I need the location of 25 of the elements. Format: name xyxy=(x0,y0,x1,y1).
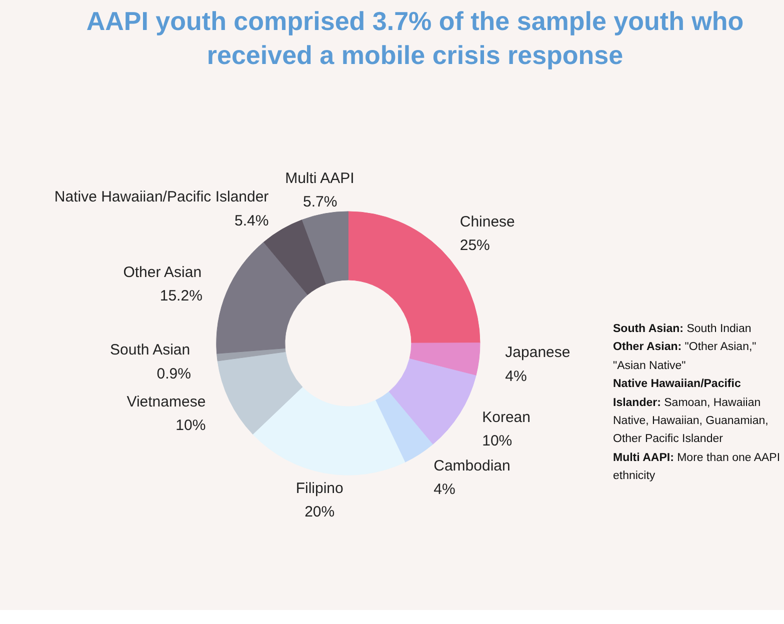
slice-label: Multi AAPI xyxy=(285,170,354,187)
text: Multi AAPI: More than one AAPI ethnicity xyxy=(613,452,780,482)
data-label: 4% xyxy=(434,481,456,498)
text: Native Hawaiian/Pacific Islander: Samoan, Hawaiian Native, Hawaiian, Guanamian, Other Pacific Islander xyxy=(613,378,768,446)
data-label: 5.4% xyxy=(234,212,269,230)
slice-label: Korean xyxy=(482,408,530,426)
slice-label: Native Hawaiian/Pacific Islander xyxy=(54,188,269,206)
slice-label: Vietnamese xyxy=(126,393,206,410)
text: Other Asian: "Other Asian," "Asian Native" xyxy=(613,341,756,372)
data-label: 10% xyxy=(176,416,206,434)
data-label: 0.9% xyxy=(156,365,191,382)
slice-label: Filipino xyxy=(296,480,344,498)
slice-label: Other Asian xyxy=(123,264,202,281)
data-label: 10% xyxy=(482,432,512,450)
slice-label: South Asian xyxy=(110,342,190,359)
data-label: 4% xyxy=(505,368,527,385)
slice-label: Japanese xyxy=(505,344,570,362)
slice-label: Chinese xyxy=(460,213,515,230)
text: South Asian: South Indian xyxy=(613,323,752,335)
data-label: 5.7% xyxy=(302,193,338,210)
data-label: 20% xyxy=(304,504,335,521)
chart-title: AAPI youth comprised 3.7% of the sample youth who received a mobile crisis response xyxy=(85,5,745,72)
data-label: 15.2% xyxy=(160,287,202,304)
slice-label: Cambodian xyxy=(434,458,510,475)
data-label: 25% xyxy=(460,236,490,254)
